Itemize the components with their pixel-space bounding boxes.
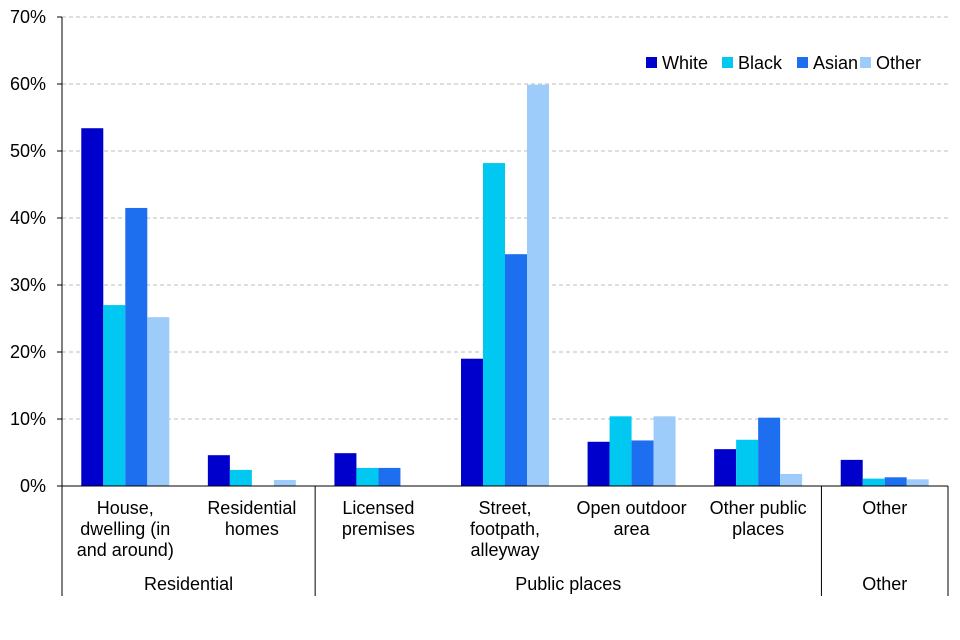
y-tick-labels: 0% 10% 20% 30% 40% 50% 60% 70% bbox=[10, 7, 46, 496]
bars bbox=[81, 84, 929, 487]
category-label: Residential homes bbox=[207, 498, 296, 539]
category-labels: House, dwelling (in and around) Residential… bbox=[77, 498, 907, 560]
y-tick-label: 60% bbox=[10, 74, 46, 94]
bar-black bbox=[862, 478, 885, 486]
legend-label: Asian bbox=[813, 53, 858, 73]
axes bbox=[57, 16, 949, 596]
y-tick-label: 70% bbox=[10, 7, 46, 27]
bar-black bbox=[609, 416, 632, 486]
bar-asian bbox=[631, 440, 654, 486]
bar-black bbox=[483, 163, 505, 486]
bar-black bbox=[736, 439, 759, 486]
legend-swatch bbox=[797, 57, 808, 68]
y-tick-label: 10% bbox=[10, 409, 46, 429]
legend-label: Black bbox=[738, 53, 783, 73]
bar-black bbox=[356, 467, 379, 486]
y-tick-label: 30% bbox=[10, 275, 46, 295]
bar-other bbox=[653, 416, 676, 486]
bar-white bbox=[81, 128, 104, 486]
category-label: House, dwelling (in and around) bbox=[77, 498, 174, 560]
bar-other bbox=[780, 473, 803, 486]
legend-swatch bbox=[860, 57, 871, 68]
legend-swatch bbox=[722, 57, 733, 68]
bar-white bbox=[840, 459, 863, 486]
bar-asian bbox=[758, 417, 781, 486]
bar-other bbox=[906, 479, 929, 486]
bar-black bbox=[229, 469, 252, 486]
group-labels: Residential Public places Other bbox=[144, 574, 907, 594]
bar-white bbox=[207, 455, 230, 486]
bar-asian bbox=[884, 477, 907, 486]
bar-white bbox=[587, 441, 610, 486]
bar-asian bbox=[125, 207, 148, 486]
y-tick-label: 0% bbox=[20, 476, 46, 496]
category-label: Other bbox=[862, 498, 907, 518]
group-label: Public places bbox=[515, 574, 621, 594]
bar-other bbox=[273, 479, 296, 486]
bar-black bbox=[103, 305, 126, 486]
bar-white bbox=[461, 358, 483, 486]
legend-swatch bbox=[646, 57, 657, 68]
legend-label: White bbox=[662, 53, 708, 73]
bar-other bbox=[147, 317, 170, 486]
category-label: Street, footpath, alleyway bbox=[470, 498, 540, 560]
category-label: Licensed premises bbox=[342, 498, 415, 539]
bar-other bbox=[527, 84, 549, 487]
y-tick-label: 50% bbox=[10, 141, 46, 161]
bar-asian bbox=[378, 467, 401, 486]
bar-asian bbox=[505, 254, 527, 486]
category-label: Other public places bbox=[710, 498, 807, 539]
y-tick-label: 40% bbox=[10, 208, 46, 228]
bar-white bbox=[334, 453, 357, 486]
category-label: Open outdoor area bbox=[577, 498, 687, 539]
legend-label: Other bbox=[876, 53, 921, 73]
bar-white bbox=[714, 449, 737, 486]
y-tick-label: 20% bbox=[10, 342, 46, 362]
legend: White Black Asian Other bbox=[646, 53, 921, 73]
group-label: Residential bbox=[144, 574, 233, 594]
group-label: Other bbox=[862, 574, 907, 594]
